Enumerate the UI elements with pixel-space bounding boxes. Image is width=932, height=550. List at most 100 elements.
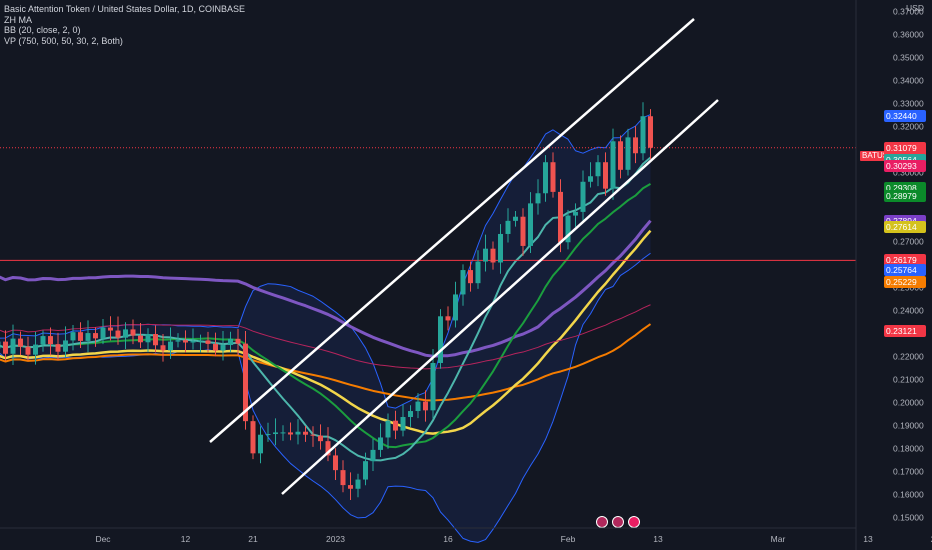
candle-body xyxy=(648,116,653,148)
candle-body xyxy=(580,181,586,212)
symbol-title[interactable]: Basic Attention Token / United States Do… xyxy=(4,4,245,14)
candle-body xyxy=(115,330,121,338)
candle-body xyxy=(310,434,316,436)
candle-body xyxy=(138,335,143,343)
candle-body xyxy=(640,116,646,154)
x-tick-label: 12 xyxy=(181,534,191,544)
y-tick-label: 0.16000 xyxy=(893,490,924,500)
candle-body xyxy=(400,417,406,431)
y-tick-label: 0.20000 xyxy=(893,398,924,408)
candle-body xyxy=(175,340,181,342)
candle-body xyxy=(325,441,331,456)
candle-body xyxy=(55,344,61,352)
currency-label: USD xyxy=(906,3,924,13)
x-tick-label: Dec xyxy=(95,534,111,544)
indicator-zh-ma[interactable]: ZH MA xyxy=(4,14,32,25)
candle-body xyxy=(588,176,593,182)
price-scale-label: 0.26179 xyxy=(884,254,926,267)
candle-body xyxy=(460,270,466,295)
ma-pink-line xyxy=(0,304,651,370)
candle-body xyxy=(573,211,578,216)
candle-body xyxy=(190,341,196,343)
candle-body xyxy=(153,333,158,346)
candle-body xyxy=(340,470,346,486)
candle-body xyxy=(160,345,166,351)
candle-body xyxy=(25,346,31,355)
chart-legend: Basic Attention Token / United States Do… xyxy=(4,4,245,46)
y-tick-label: 0.19000 xyxy=(893,421,924,431)
indicator-bollinger-bands[interactable]: BB (20, close, 2, 0) xyxy=(4,25,81,35)
candle-body xyxy=(168,341,173,351)
x-tick-label: 13 xyxy=(653,534,663,544)
candle-body xyxy=(535,193,541,204)
y-tick-label: 0.30000 xyxy=(893,168,924,178)
candle-body xyxy=(205,340,211,344)
price-scale-label: 0.27614 xyxy=(884,221,926,234)
x-tick-label: 2023 xyxy=(326,534,345,544)
candle-body xyxy=(445,316,451,321)
candle-body xyxy=(213,343,218,351)
candle-body xyxy=(235,338,241,344)
y-tick-label: 0.27000 xyxy=(893,237,924,247)
price-scale-label: 0.30293 xyxy=(884,159,926,172)
candle-body xyxy=(490,248,496,263)
candle-body xyxy=(430,362,436,411)
y-tick-label: 0.35000 xyxy=(893,53,924,63)
candle-body xyxy=(468,270,473,284)
x-tick-label: Feb xyxy=(561,534,576,544)
candle-body xyxy=(378,437,383,450)
ma-yellow-line xyxy=(0,229,652,435)
candle-body xyxy=(123,329,128,338)
candle-body xyxy=(355,479,361,489)
bollinger-fill xyxy=(0,114,651,543)
candle-body xyxy=(85,333,91,341)
candle-body xyxy=(370,449,376,462)
candle-body xyxy=(513,216,518,221)
candle-body xyxy=(550,162,556,192)
candle-body xyxy=(483,248,488,262)
candle-body xyxy=(78,332,83,341)
candle-body xyxy=(303,431,308,435)
candle-body xyxy=(40,336,46,345)
candle-body xyxy=(498,233,503,263)
price-scale-label: 0.25229 xyxy=(884,276,926,289)
price-scale-label: 0.32440 xyxy=(884,110,926,123)
x-tick-label: 21 xyxy=(248,534,258,544)
candle-body xyxy=(610,141,616,189)
candle-body xyxy=(318,435,323,442)
x-tick-label: 13 xyxy=(863,534,873,544)
candle-body xyxy=(145,333,151,343)
symbol-price-tag: BATUSD xyxy=(860,151,896,161)
y-tick-label: 0.24000 xyxy=(893,306,924,316)
indicator-volume-profile[interactable]: VP (750, 500, 50, 30, 2, Both) xyxy=(4,35,123,46)
candle-body xyxy=(93,333,98,339)
candle-body xyxy=(265,434,271,436)
candle-body xyxy=(100,327,106,339)
x-tick-label: Mar xyxy=(771,534,786,544)
candle-body xyxy=(288,432,293,435)
ma-purple-line xyxy=(0,219,652,358)
candle-body xyxy=(603,162,608,189)
y-tick-label: 0.36000 xyxy=(893,30,924,40)
candle-body xyxy=(565,215,571,243)
channel-lower-line xyxy=(281,99,719,495)
candle-body xyxy=(250,421,256,454)
x-tick-label: 22 xyxy=(931,534,932,544)
y-tick-label: 0.33000 xyxy=(893,99,924,109)
y-tick-label: 0.22000 xyxy=(893,352,924,362)
candle-body xyxy=(333,455,338,471)
candle-body xyxy=(363,461,368,480)
candle-body xyxy=(415,401,421,412)
x-tick-label: 16 xyxy=(443,534,453,544)
channel-upper-line xyxy=(209,18,695,443)
y-tick-label: 0.34000 xyxy=(893,76,924,86)
event-icon xyxy=(596,516,608,528)
candle-body xyxy=(423,401,428,411)
ma-green-line xyxy=(0,183,651,449)
candle-body xyxy=(528,203,533,246)
price-scale-label: 0.23121 xyxy=(884,324,926,337)
y-tick-label: 0.18000 xyxy=(893,444,924,454)
price-scale-label: 0.25764 xyxy=(884,263,926,276)
candle-body xyxy=(438,316,443,363)
